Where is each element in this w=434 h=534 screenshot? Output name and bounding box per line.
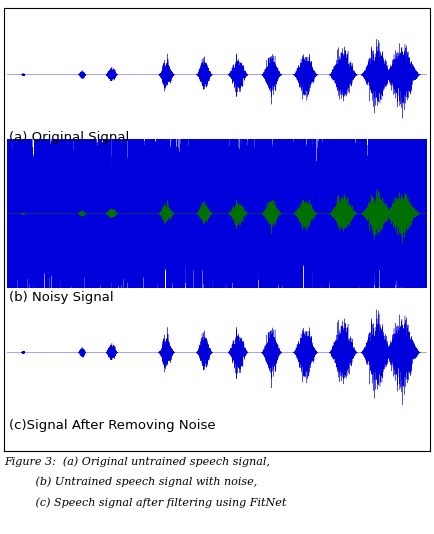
Text: (a) Original Signal: (a) Original Signal <box>9 131 129 144</box>
Text: Figure 3:  (a) Original untrained speech signal,: Figure 3: (a) Original untrained speech … <box>4 457 270 467</box>
Text: (c)Signal After Removing Noise: (c)Signal After Removing Noise <box>9 419 215 432</box>
Text: (c) Speech signal after filtering using FitNet: (c) Speech signal after filtering using … <box>4 497 287 508</box>
Text: (b) Noisy Signal: (b) Noisy Signal <box>9 291 113 304</box>
Text: (b) Untrained speech signal with noise,: (b) Untrained speech signal with noise, <box>4 477 258 488</box>
